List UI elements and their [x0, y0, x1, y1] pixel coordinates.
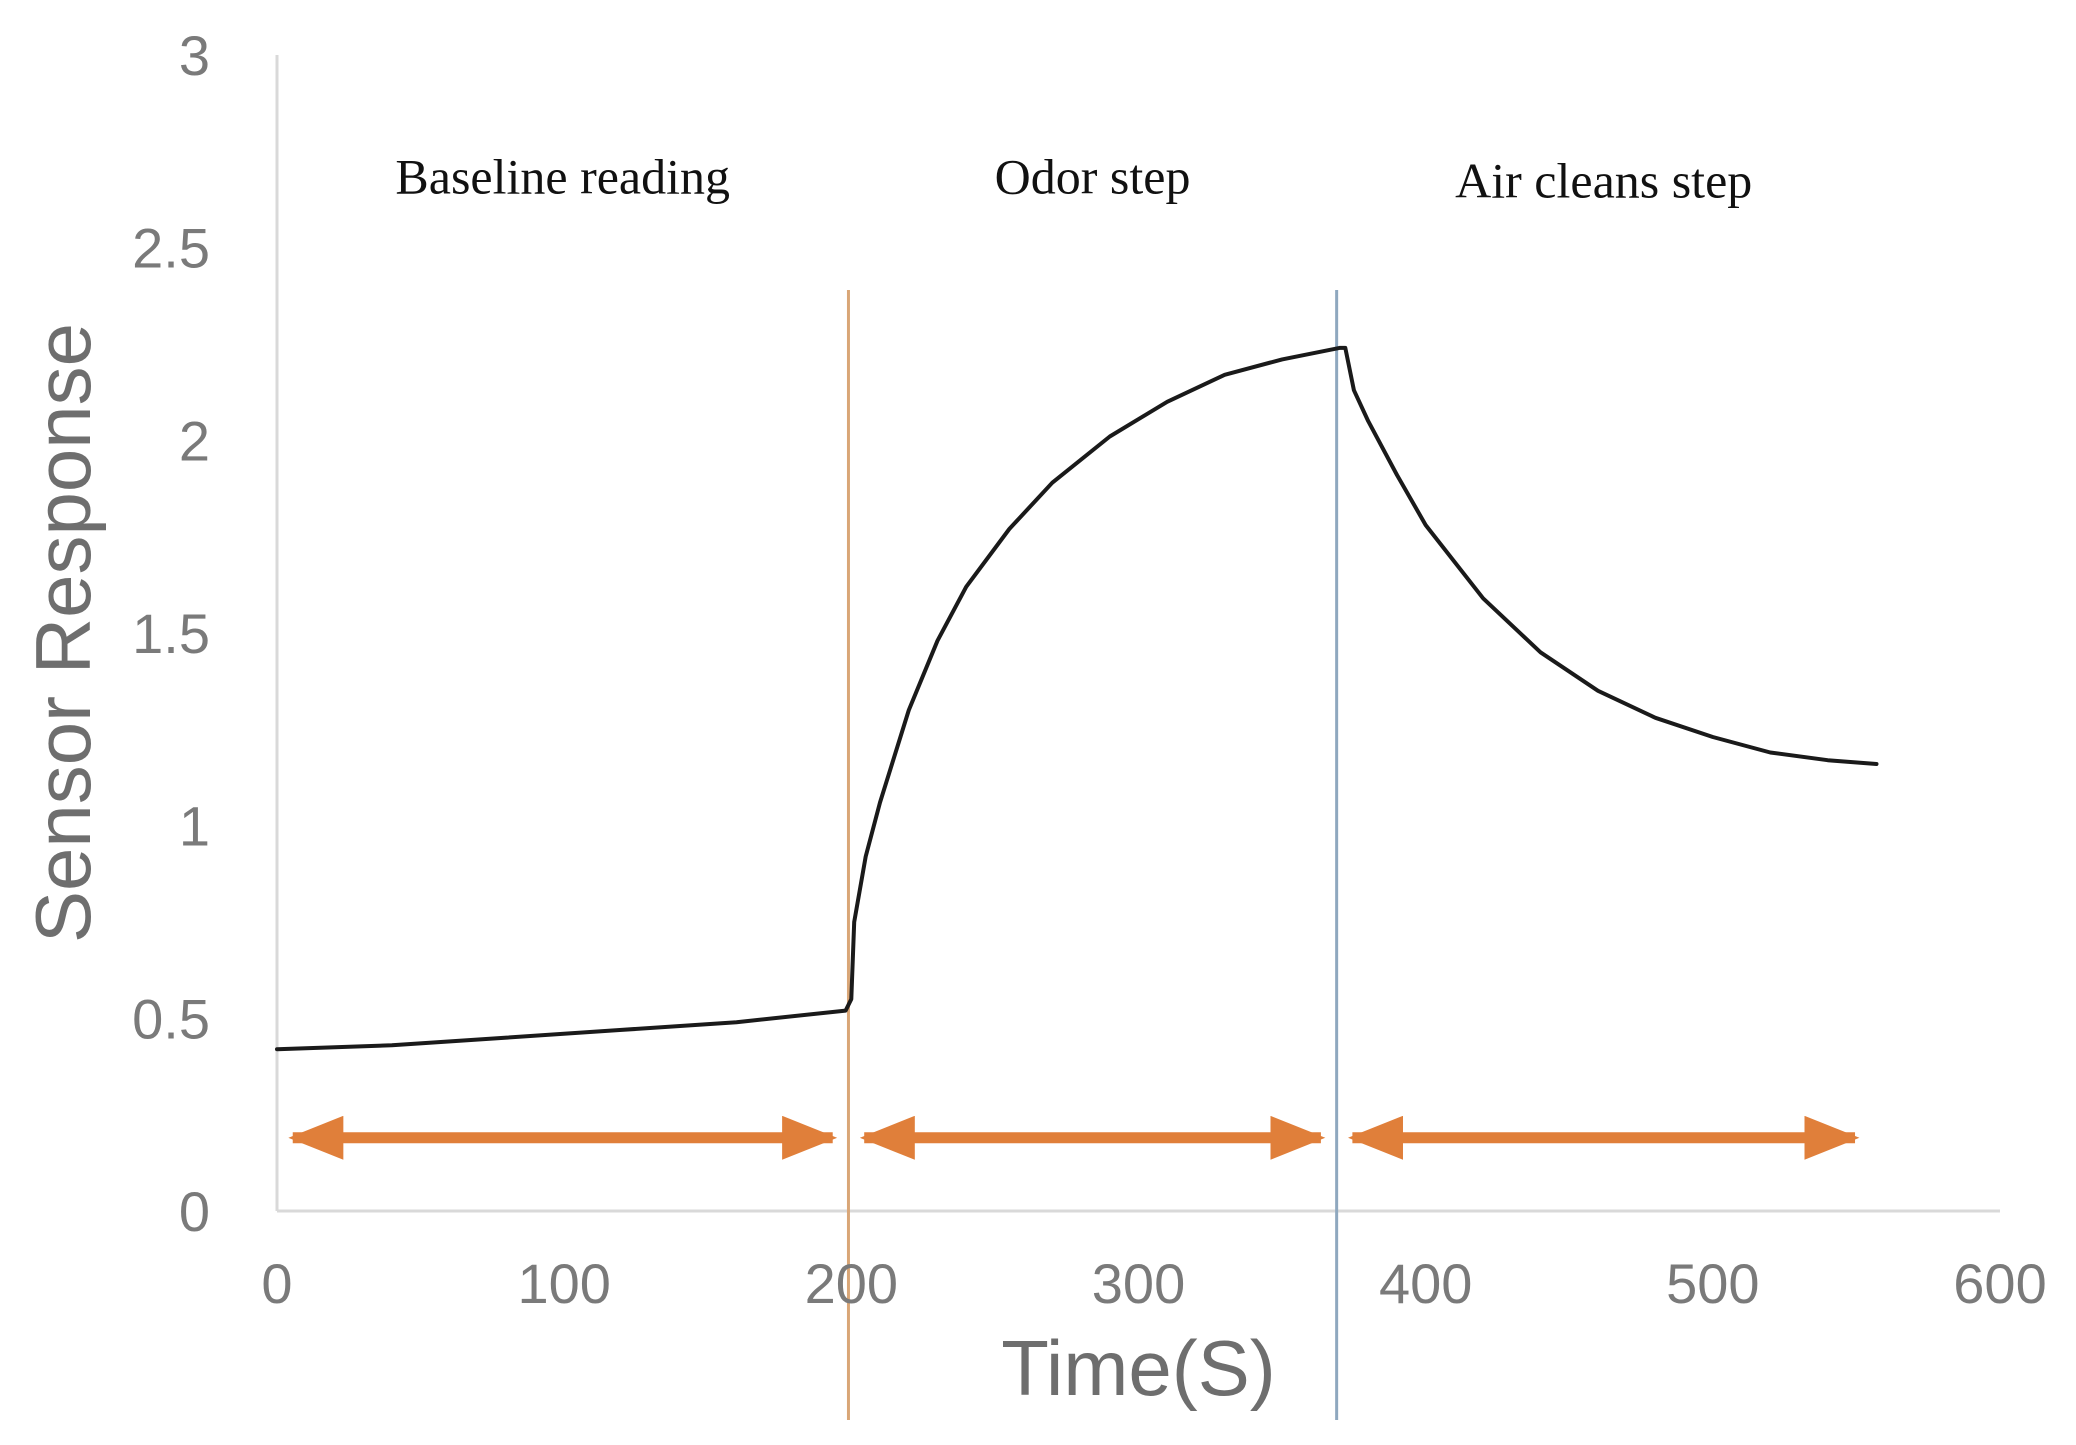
y-tick-label: 3 [179, 24, 210, 87]
y-tick-label: 1.5 [132, 602, 210, 665]
series-group [275, 345, 1879, 1052]
y-tick-label: 2.5 [132, 217, 210, 280]
x-axis-label: Time(S) [1001, 1324, 1275, 1412]
phase-label: Air cleans step [1455, 153, 1752, 209]
y-tick-label: 0 [179, 1180, 210, 1243]
y-tick-label: 0.5 [132, 987, 210, 1050]
axes [275, 55, 2000, 1213]
phase-boundaries [846, 290, 1339, 1420]
sensor-response-line [275, 345, 1879, 1052]
phase-labels: Baseline reading Odor step Air cleans step [395, 149, 1752, 209]
x-tick-label: 200 [805, 1252, 898, 1315]
x-tick-label: 300 [1092, 1252, 1185, 1315]
y-tick-label: 2 [179, 409, 210, 472]
y-tick-label: 1 [179, 795, 210, 858]
phase-label: Odor step [995, 149, 1191, 205]
y-axis-label: Sensor Response [19, 323, 107, 943]
phase-label: Baseline reading [395, 149, 730, 205]
tick-labels: 0 100 200 300 400 500 600 0 0.5 1 1.5 2 2.5 3 [132, 24, 2047, 1315]
x-tick-label: 400 [1379, 1252, 1472, 1315]
x-tick-label: 100 [517, 1252, 610, 1315]
x-tick-label: 600 [1953, 1252, 2046, 1315]
x-tick-label: 0 [261, 1252, 292, 1315]
x-tick-label: 500 [1666, 1252, 1759, 1315]
